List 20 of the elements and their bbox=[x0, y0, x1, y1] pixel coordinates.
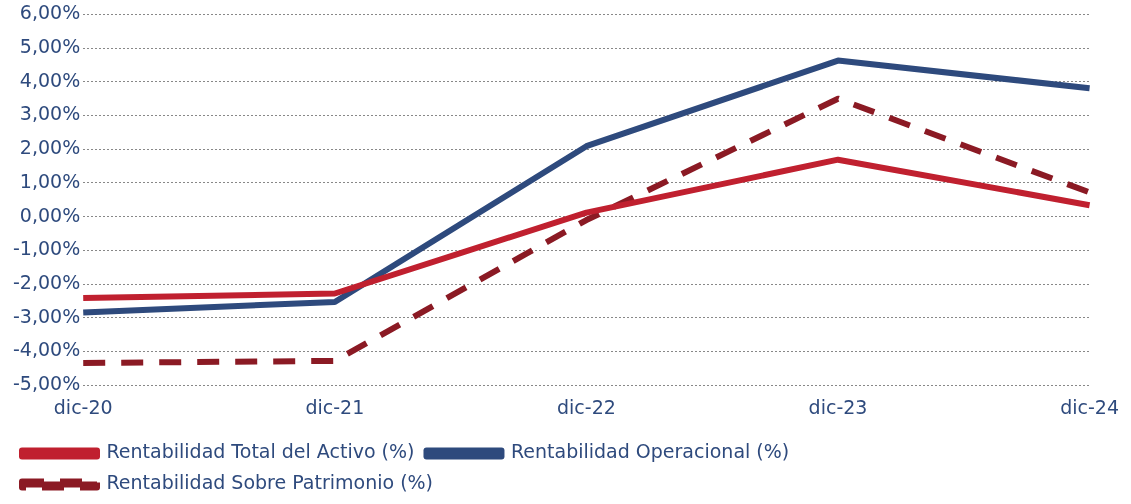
x-tick-label: dic-23 bbox=[808, 395, 868, 418]
y-tick-label: -2,00% bbox=[13, 271, 81, 294]
y-tick-label: -5,00% bbox=[13, 372, 81, 395]
y-tick-label: 2,00% bbox=[19, 136, 81, 159]
x-tick-label: dic-20 bbox=[53, 395, 113, 418]
y-tick-label: 1,00% bbox=[19, 169, 81, 192]
legend-label: Rentabilidad Total del Activo (%) bbox=[106, 440, 415, 463]
legend-label: Rentabilidad Sobre Patrimonio (%) bbox=[106, 471, 434, 494]
x-tick-label: dic-21 bbox=[305, 395, 365, 418]
y-tick-label: 6,00% bbox=[19, 1, 81, 24]
y-tick-label: 5,00% bbox=[19, 35, 81, 58]
y-tick-label: 4,00% bbox=[19, 68, 81, 91]
x-tick-label: dic-22 bbox=[556, 395, 616, 418]
legend-label: Rentabilidad Operacional (%) bbox=[510, 440, 790, 463]
y-tick-label: -1,00% bbox=[13, 237, 81, 260]
y-tick-label: 3,00% bbox=[19, 102, 81, 125]
x-tick-label: dic-24 bbox=[1060, 395, 1119, 418]
y-tick-label: -3,00% bbox=[13, 304, 81, 327]
y-tick-label: -4,00% bbox=[13, 338, 81, 361]
y-tick-label: 0,00% bbox=[19, 203, 81, 226]
